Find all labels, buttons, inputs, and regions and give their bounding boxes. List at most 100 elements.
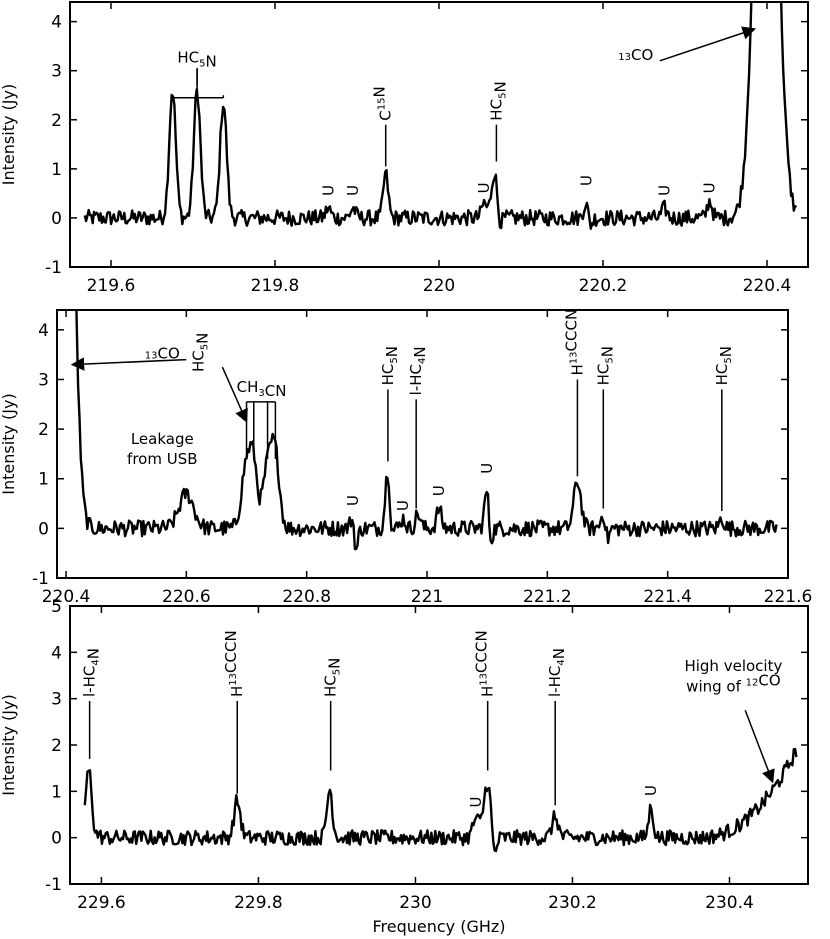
- label-text-part: U: [642, 785, 660, 796]
- label-text-part: U: [394, 500, 412, 511]
- line-label-wing2: wing of 12CO: [686, 672, 781, 784]
- y-tick-label: 1: [51, 782, 62, 802]
- spectrum-trace: [83, 2, 798, 230]
- line-label-u3: U: [475, 182, 493, 193]
- line-label-u8: U: [394, 500, 412, 511]
- label-text: HC5N: [487, 81, 509, 120]
- y-tick-label: 3: [38, 370, 49, 390]
- line-label-hc5n-e: HC5N: [594, 346, 616, 509]
- x-tick-label: 229.6: [77, 893, 126, 913]
- x-tick-label: 230: [399, 893, 431, 913]
- x-tick-label: 229.8: [234, 893, 283, 913]
- y-axis-label: Intensity (Jy): [0, 84, 18, 185]
- line-label-hc5n-d: HC5N: [379, 346, 401, 462]
- label-text: HC5N: [189, 333, 211, 372]
- label-text-part: 5: [723, 357, 734, 363]
- x-axis-label: Frequency (GHz): [372, 917, 505, 936]
- line-label-hccon-c: H13CCCN: [473, 630, 497, 771]
- spectrum-trace: [83, 747, 798, 853]
- label-text-part: l-HC: [546, 666, 564, 697]
- label-text-part: CCCN: [562, 309, 580, 352]
- spectrum-trace: [75, 310, 778, 551]
- label-text: from USB: [127, 450, 197, 468]
- label-text-part: U: [475, 182, 493, 193]
- y-tick-label: -1: [32, 569, 49, 589]
- line-label-u9: U: [430, 485, 448, 496]
- line-label-c15n: C15N: [371, 86, 395, 167]
- x-tick-label: 230.2: [548, 893, 597, 913]
- label-text: HC5N: [713, 346, 735, 385]
- line-label-hccon: H13CCCN: [562, 309, 586, 477]
- line-label-u6: U: [701, 182, 719, 193]
- label-text-part: High velocity: [684, 657, 782, 675]
- y-tick-label: 1: [38, 470, 49, 490]
- y-tick-label: 3: [51, 690, 62, 710]
- label-text-part: 13: [618, 52, 631, 63]
- label-text-part: 4: [417, 358, 428, 364]
- spectrum-panel-1: -1 0 1 2 3 4 219.6 219.8 220 220.2 220.4 Intensity …: [0, 1, 809, 296]
- label-text: U: [642, 785, 660, 796]
- label-text: U: [467, 797, 485, 808]
- label-text: l-HC4N: [546, 648, 568, 697]
- y-tick-label: 2: [51, 111, 62, 131]
- label-text-part: Leakage: [131, 430, 194, 448]
- label-text-part: 4: [556, 659, 567, 665]
- plot-frame: [69, 1, 809, 268]
- label-text-part: CO: [631, 46, 653, 64]
- x-tick-label: 219.8: [251, 276, 300, 296]
- y-tick-label: 4: [51, 643, 62, 663]
- line-label-u5: U: [656, 185, 674, 196]
- label-text-part: C: [377, 110, 395, 120]
- line-label-wing1: High velocity: [684, 657, 782, 675]
- label-text: Leakage: [131, 430, 194, 448]
- label-text-part: 5: [389, 357, 400, 363]
- label-text: U: [319, 185, 337, 196]
- label-text-part: H: [568, 364, 586, 375]
- label-text-part: N: [85, 648, 103, 659]
- label-text-part: HC: [713, 364, 731, 386]
- x-tick-label: 221.6: [764, 587, 813, 607]
- y-tick-label: 1: [51, 160, 62, 180]
- line-label-u4: U: [578, 175, 596, 186]
- line-label-hc5n: HC5N: [171, 48, 225, 99]
- x-tick-label: 220.4: [743, 276, 792, 296]
- label-text-part: U: [578, 175, 596, 186]
- line-label-hc5n-b: HC5N: [487, 81, 509, 162]
- y-axis-label: Intensity (Jy): [0, 393, 18, 494]
- x-tick-label: 221.4: [643, 587, 692, 607]
- y-tick-label: 0: [51, 209, 62, 229]
- label-text-part: CCCN: [222, 630, 240, 673]
- label-text-part: H: [228, 686, 246, 697]
- label-text-part: CCCN: [473, 630, 491, 673]
- label-text-part: U: [344, 495, 362, 506]
- label-text-part: l-HC: [407, 364, 425, 395]
- label-text-part: U: [430, 485, 448, 496]
- label-text-part: N: [193, 333, 211, 344]
- label-text-part: U: [701, 182, 719, 193]
- label-text: C15N: [371, 86, 395, 120]
- label-text: 13CO: [145, 345, 180, 363]
- label-text-part: CN: [265, 382, 287, 400]
- label-text-part: H: [479, 686, 497, 697]
- label-text-part: N: [550, 648, 568, 659]
- label-text: HC5N: [322, 658, 344, 697]
- label-text-part: 5: [199, 58, 205, 69]
- x-tick-label: 219.6: [87, 276, 136, 296]
- label-text: HC5N: [594, 346, 616, 385]
- label-text-part: N: [326, 658, 344, 669]
- label-text-part: U: [656, 185, 674, 196]
- y-tick-label: 0: [51, 829, 62, 849]
- line-label-u2: U: [344, 185, 362, 196]
- line-label-hc5n-c: HC5N: [189, 333, 248, 423]
- label-text: U: [578, 175, 596, 186]
- label-text-part: U: [478, 463, 496, 474]
- label-arrow: [70, 357, 187, 371]
- y-tick-label: 5: [51, 597, 62, 617]
- line-label-hc5n-f: HC5N: [713, 346, 735, 511]
- label-text-part: N: [598, 346, 616, 357]
- y-tick-label: 4: [38, 321, 49, 341]
- label-text-part: U: [344, 185, 362, 196]
- label-text: H13CCCN: [473, 630, 497, 697]
- line-label-lhc4n-c: l-HC4N: [546, 648, 568, 806]
